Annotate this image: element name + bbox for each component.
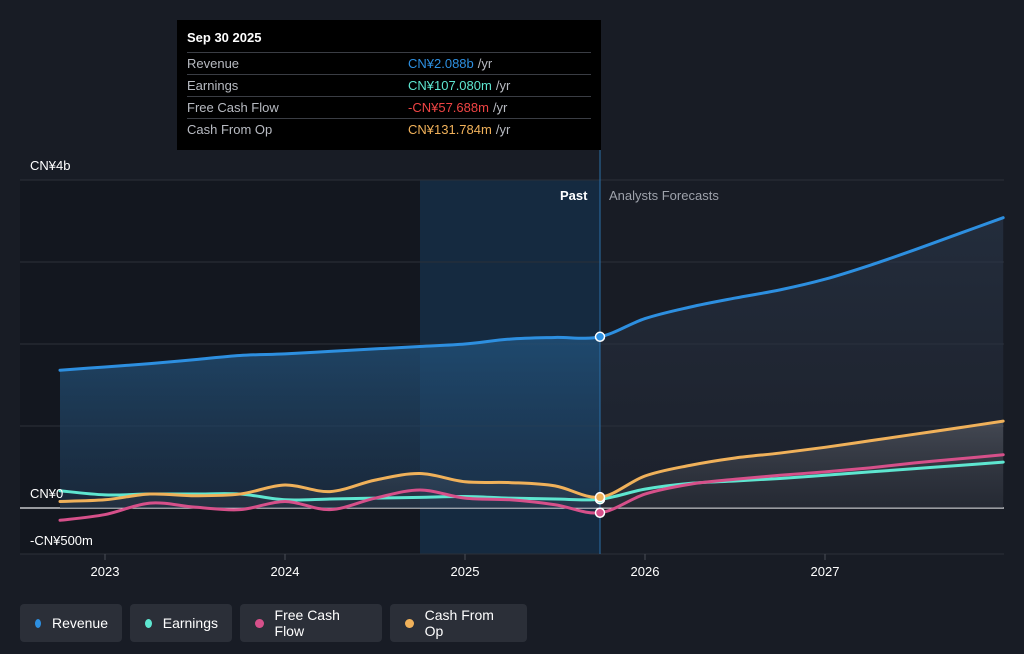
legend-dot-icon xyxy=(145,618,152,628)
x-tick-label: 2024 xyxy=(271,564,300,579)
series-lines xyxy=(58,216,1005,522)
tooltip-date: Sep 30 2025 xyxy=(187,30,262,45)
legend-item-revenue[interactable]: Revenue xyxy=(20,604,122,642)
tooltip-label: Revenue xyxy=(187,56,240,71)
tooltip-value: -CN¥57.688m xyxy=(408,100,489,115)
legend-label: Cash From Op xyxy=(424,607,494,639)
tooltip-value: CN¥2.088b xyxy=(408,56,474,71)
tooltip-value: CN¥131.784m xyxy=(408,122,492,137)
legend-label: Revenue xyxy=(51,615,108,631)
legend-item-free-cash-flow[interactable]: Free Cash Flow xyxy=(240,604,382,642)
revenue-area-past xyxy=(60,336,600,508)
y-label-bottom: -CN¥500m xyxy=(30,533,93,548)
cash-from-op-marker xyxy=(594,491,606,503)
legend-item-cash-from-op[interactable]: Cash From Op xyxy=(390,604,527,642)
tooltip-unit: /yr xyxy=(495,122,511,137)
tooltip-value: CN¥107.080m xyxy=(408,78,492,93)
legend-dot-icon xyxy=(35,618,41,628)
tooltip-unit: /yr xyxy=(492,100,508,115)
x-tick-label: 2026 xyxy=(631,564,660,579)
cash-from-op-line xyxy=(58,419,1005,503)
revenue-marker xyxy=(594,331,606,343)
x-tick-label: 2025 xyxy=(451,564,480,579)
legend-item-earnings[interactable]: Earnings xyxy=(130,604,232,642)
tooltip-row-revenue: Revenue CN¥2.088b /yr xyxy=(187,52,591,74)
legend-dot-icon xyxy=(255,618,264,628)
tooltip-unit: /yr xyxy=(477,56,493,71)
y-label-top: CN¥4b xyxy=(30,158,71,173)
y-label-zero: CN¥0 xyxy=(30,486,64,501)
free-cash-flow-marker xyxy=(594,507,606,519)
tooltip-label: Earnings xyxy=(187,78,239,93)
tooltip-unit: /yr xyxy=(495,78,511,93)
tooltip-row-free-cash-flow: Free Cash Flow -CN¥57.688m /yr xyxy=(187,96,591,118)
tooltip-row-cash-from-op: Cash From Op CN¥131.784m /yr xyxy=(187,118,591,140)
free-cash-flow-line xyxy=(58,453,1005,522)
x-tick-label: 2027 xyxy=(811,564,840,579)
x-axis-ticks: 2023 2024 2025 2026 2027 xyxy=(91,554,840,579)
data-tooltip: Sep 30 2025 Revenue CN¥2.088b /yr Earnin… xyxy=(177,20,601,150)
tooltip-markers xyxy=(594,331,606,519)
earnings-line xyxy=(58,460,1005,502)
tooltip-row-earnings: Earnings CN¥107.080m /yr xyxy=(187,74,591,96)
legend-label: Free Cash Flow xyxy=(274,607,340,639)
chart-canvas: 2023 2024 2025 2026 2027 xyxy=(20,150,1005,579)
tooltip-label: Free Cash Flow xyxy=(187,100,279,115)
revenue-line xyxy=(58,216,1005,372)
x-tick-label: 2023 xyxy=(91,564,120,579)
past-label: Past xyxy=(560,188,588,203)
tooltip-label: Cash From Op xyxy=(187,122,273,137)
chart-legend: Revenue Earnings Free Cash Flow Cash Fro… xyxy=(20,604,527,642)
forecast-label: Analysts Forecasts xyxy=(609,188,719,203)
legend-dot-icon xyxy=(405,618,414,628)
legend-label: Earnings xyxy=(162,615,218,631)
